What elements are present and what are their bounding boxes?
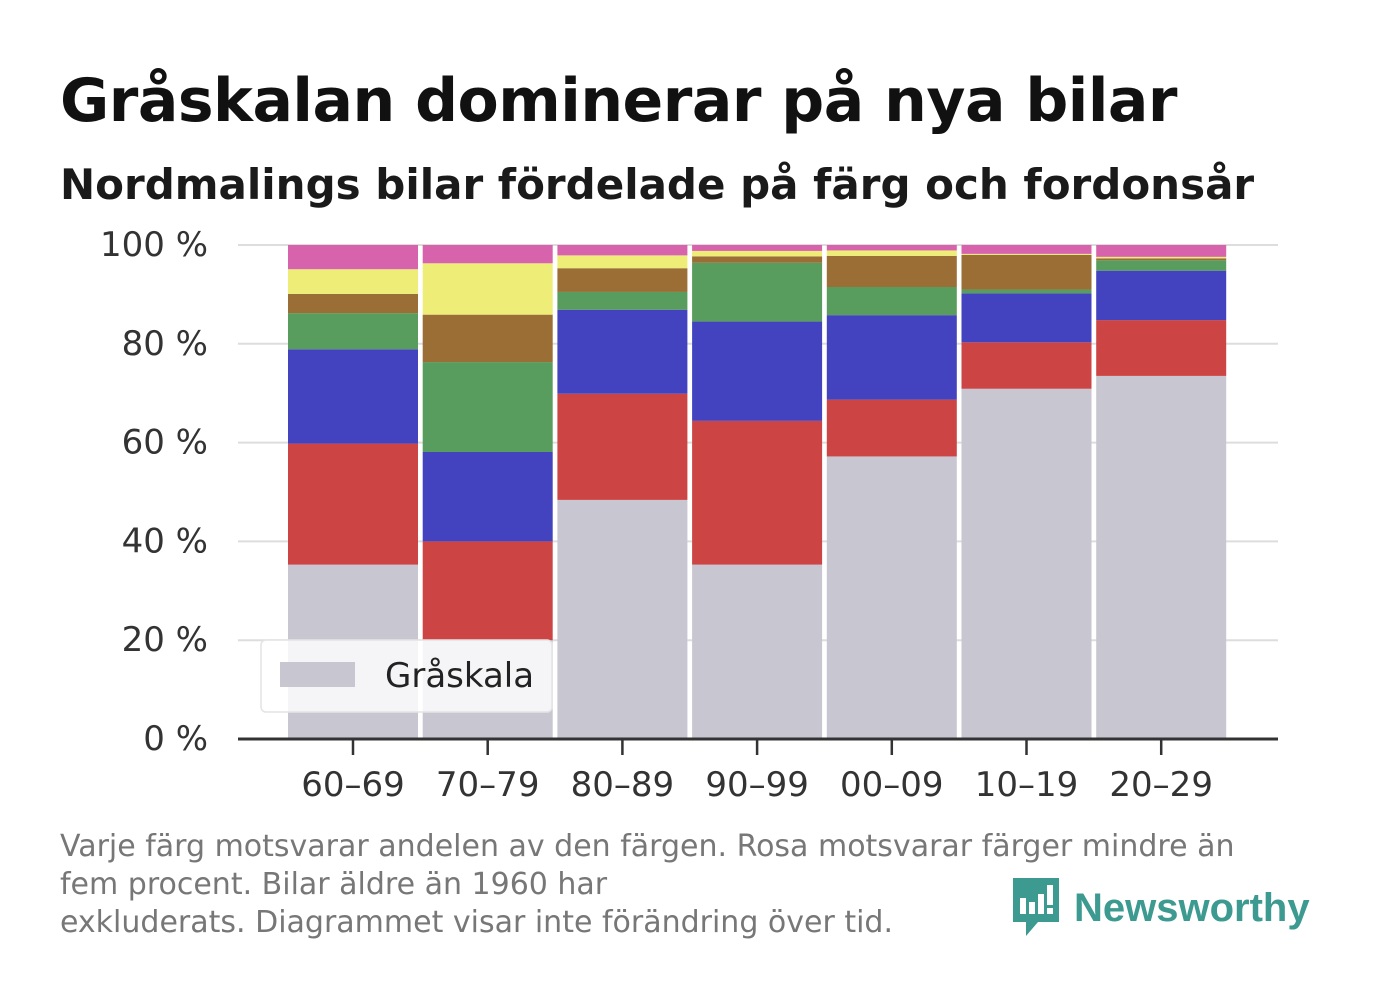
bar-segment — [692, 262, 823, 322]
bar-segment — [422, 451, 553, 542]
bar-segment — [288, 245, 418, 270]
bar-segment — [961, 245, 1092, 254]
bar-segment — [826, 245, 957, 251]
bar-segment — [557, 309, 688, 394]
legend-label: Gråskala — [385, 656, 534, 696]
legend: Gråskala — [260, 639, 553, 713]
bar-segment — [961, 342, 1092, 389]
bar-segment — [961, 289, 1092, 294]
bar-segment — [826, 315, 957, 400]
bar-segment — [422, 245, 553, 264]
bar-segment — [557, 291, 688, 310]
footnote-line-2: fem procent. Bilar äldre än 1960 har — [60, 867, 608, 902]
bar-segment — [1096, 260, 1227, 271]
chart-subtitle: Nordmalings bilar fördelade på färg och … — [60, 160, 1255, 209]
bar-segment — [1096, 320, 1227, 376]
bar-segment — [422, 362, 553, 452]
bar-segment — [288, 269, 418, 294]
x-tick-label: 20–29 — [1109, 765, 1213, 805]
bar-segment — [961, 293, 1092, 343]
y-tick-label: 60 % — [122, 423, 208, 463]
x-tick-label: 80–89 — [571, 765, 675, 805]
bar-segment — [826, 286, 957, 316]
legend-swatch — [280, 662, 355, 687]
footnote-line-3: exkluderats. Diagrammet visar inte förän… — [60, 905, 894, 940]
bar-segment — [1096, 258, 1227, 261]
bar-segment — [557, 245, 688, 256]
bar-segment — [422, 263, 553, 315]
newsworthy-logo-icon — [1013, 878, 1059, 936]
bar-segment — [826, 456, 957, 739]
bar-segment — [1096, 270, 1227, 321]
brand-logo: Newsworthy — [1010, 876, 1310, 940]
bar-segment — [422, 541, 553, 641]
axes: 0 % 20 % 40 % 60 % 80 % 100 % 60–69 70–79 80–89 9… — [100, 225, 1278, 805]
bar-segment — [557, 393, 688, 500]
x-tick-label: 70–79 — [436, 765, 540, 805]
bar-segment — [826, 255, 957, 287]
bar-segment — [288, 349, 418, 444]
chart-title: Gråskalan dominerar på nya bilar — [60, 66, 1178, 136]
legend-box: Gråskala — [260, 639, 553, 713]
bar-segment — [1096, 245, 1227, 257]
x-tick-label: 90–99 — [705, 765, 809, 805]
bar-segment — [961, 253, 1092, 255]
bar-segment — [1096, 375, 1227, 739]
bar-segment — [288, 313, 418, 350]
bar-segment — [692, 256, 823, 263]
bar-segment — [692, 321, 823, 421]
bar-segment — [557, 499, 688, 739]
bar-segment — [288, 443, 418, 565]
bar-segment — [557, 268, 688, 292]
y-tick-label: 40 % — [122, 521, 208, 561]
bar-segment — [422, 314, 553, 363]
stacked-bar-chart: 0 % 20 % 40 % 60 % 80 % 100 % 60–69 70–79 80–89 9… — [100, 225, 1278, 805]
x-tick-label: 60–69 — [301, 765, 405, 805]
x-tick-label: 00–09 — [840, 765, 944, 805]
y-tick-label: 20 % — [122, 620, 208, 660]
bar-segment — [961, 388, 1092, 739]
y-tick-label: 80 % — [122, 324, 208, 364]
bar-segment — [826, 399, 957, 457]
bar-segment — [692, 564, 823, 739]
y-tick-label: 0 % — [143, 719, 208, 759]
y-tick-label: 100 % — [100, 225, 208, 265]
bar-segment — [961, 254, 1092, 290]
brand-name: Newsworthy — [1074, 885, 1310, 930]
bar-segment — [692, 250, 823, 257]
bar-segment — [288, 293, 418, 314]
legend-background — [260, 639, 553, 713]
bar-segment — [692, 420, 823, 565]
bar-segment — [826, 250, 957, 256]
bar-segment — [692, 245, 823, 251]
bar-segment — [557, 255, 688, 269]
footnote-line-1: Varje färg motsvarar andelen av den färg… — [60, 829, 1235, 864]
x-tick-label: 10–19 — [975, 765, 1079, 805]
bar-segment — [1096, 256, 1227, 259]
footnote: Varje färg motsvarar andelen av den färg… — [60, 828, 1300, 942]
